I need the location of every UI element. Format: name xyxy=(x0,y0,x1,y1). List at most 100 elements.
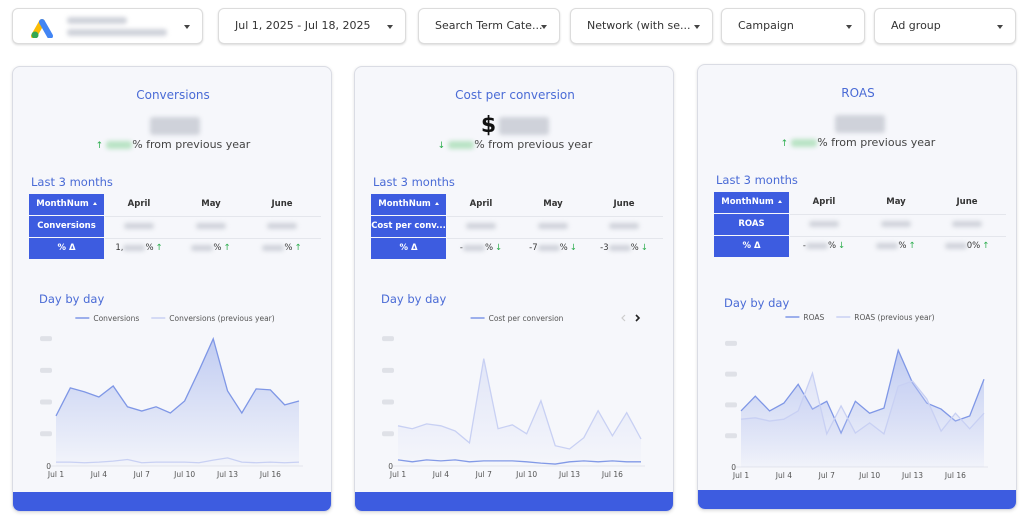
section-title: Last 3 months xyxy=(31,175,113,189)
cell-suffix: % xyxy=(484,243,494,253)
x-tick-label: Jul 10 xyxy=(173,470,195,479)
cell-suffix: % xyxy=(284,243,293,253)
legend-label: ROAS xyxy=(803,313,824,322)
table-cell xyxy=(446,216,516,237)
legend-prev[interactable] xyxy=(621,314,626,322)
account-selector[interactable] xyxy=(12,8,203,44)
blurred xyxy=(462,244,485,251)
row-divider xyxy=(447,238,663,239)
card-footer-bar xyxy=(698,490,1016,509)
x-tick-label: Jul 4 xyxy=(775,471,792,480)
table-cell xyxy=(247,216,317,237)
blurred xyxy=(191,244,214,251)
blurred-tick xyxy=(382,399,394,405)
cell-suffix: 0% xyxy=(966,241,981,251)
column-header: May xyxy=(201,199,221,209)
blurred-tick xyxy=(725,371,737,377)
column-header: April xyxy=(127,199,151,209)
x-tick-label: Jul 4 xyxy=(90,470,107,479)
blurred xyxy=(805,242,828,249)
card-title: Conversions xyxy=(136,88,210,102)
row-divider xyxy=(105,216,321,217)
filter-dropdown[interactable]: Search Term Cate... xyxy=(418,8,560,44)
blurred xyxy=(149,117,200,135)
logo xyxy=(31,19,53,38)
table-cell xyxy=(861,214,931,235)
trend-arrow: ↓ xyxy=(640,243,648,253)
filter-dropdown[interactable]: Jul 1, 2025 - Jul 18, 2025 xyxy=(218,8,406,44)
blurred xyxy=(952,220,982,227)
y-tick-label: 0 xyxy=(388,462,393,471)
blurred-tick xyxy=(382,431,394,437)
filter-dropdown[interactable]: Network (with se... xyxy=(570,8,713,44)
trend-arrow: ↓ xyxy=(569,243,577,253)
table-cell: -% ↓ xyxy=(789,236,859,257)
blurred xyxy=(448,141,475,149)
row-divider xyxy=(105,238,321,239)
blurred xyxy=(262,244,285,251)
legend-next[interactable] xyxy=(635,314,641,322)
blurred-tick xyxy=(725,340,737,346)
kpi-value xyxy=(13,113,331,138)
series-line xyxy=(55,336,300,417)
header-text: MonthNum xyxy=(721,197,774,207)
blurred xyxy=(499,117,550,135)
column-header: May xyxy=(543,199,563,209)
cell-prefix: - xyxy=(802,241,806,251)
legend-label: Cost per conversion xyxy=(489,314,564,323)
filter-label: Campaign xyxy=(738,19,794,32)
header-text: MonthNum xyxy=(36,199,89,209)
x-tick-label: Jul 16 xyxy=(601,470,623,479)
blurred xyxy=(106,141,133,149)
change-arrow: ↓ xyxy=(437,141,446,151)
row-header-cell: ROAS xyxy=(714,214,789,235)
chart-title: Day by day xyxy=(39,292,105,306)
cell-suffix: % xyxy=(213,243,222,253)
column-header: June xyxy=(613,199,635,209)
trend-arrow: ↑ xyxy=(908,241,916,251)
x-tick-label: Jul 1 xyxy=(732,471,749,480)
change-line: ↓ % from previous year xyxy=(355,138,673,151)
x-tick-label: Jul 16 xyxy=(259,470,281,479)
cell-suffix: % xyxy=(145,243,154,253)
cell-prefix: -3 xyxy=(600,243,609,253)
table-cell: 0% ↑ xyxy=(932,236,1002,257)
x-tick-label: Jul 1 xyxy=(389,470,406,479)
legend-label: Conversions xyxy=(93,314,139,323)
blurred xyxy=(876,242,899,249)
x-tick-label: Jul 1 xyxy=(47,470,64,479)
blurred xyxy=(791,139,818,147)
card-footer-bar xyxy=(13,492,331,511)
blurred xyxy=(538,222,568,229)
blurred xyxy=(944,242,967,249)
x-tick-label: Jul 4 xyxy=(432,470,449,479)
kpi-value xyxy=(698,111,1016,136)
blurred-tick xyxy=(40,336,52,342)
table-header-cell: MonthNum xyxy=(371,194,446,215)
caret xyxy=(846,25,852,29)
x-tick-label: Jul 7 xyxy=(133,470,150,479)
trend-arrow: ↑ xyxy=(294,243,302,253)
caret xyxy=(387,25,393,29)
filter-dropdown[interactable]: Ad group xyxy=(874,8,1016,44)
blurred-tick xyxy=(725,433,737,439)
table-cell: -3% ↓ xyxy=(589,238,659,259)
trend-arrow: ↓ xyxy=(838,241,846,251)
card-title: ROAS xyxy=(841,86,875,100)
card-title: Cost per conversion xyxy=(455,88,575,102)
cell-prefix: 1, xyxy=(115,243,124,253)
cell-suffix: % xyxy=(559,243,568,253)
table-cell: % ↑ xyxy=(861,236,931,257)
sort-icon xyxy=(777,200,782,203)
filter-dropdown[interactable]: Campaign xyxy=(721,8,865,44)
change-arrow: ↑ xyxy=(780,139,789,149)
filter-label: Network (with se... xyxy=(587,19,691,32)
blurred xyxy=(196,222,226,229)
blurred xyxy=(267,222,297,229)
change-text: % from previous year xyxy=(474,138,593,151)
change-text: % from previous year xyxy=(132,138,251,151)
series-area xyxy=(398,358,641,466)
blurred xyxy=(834,115,885,133)
